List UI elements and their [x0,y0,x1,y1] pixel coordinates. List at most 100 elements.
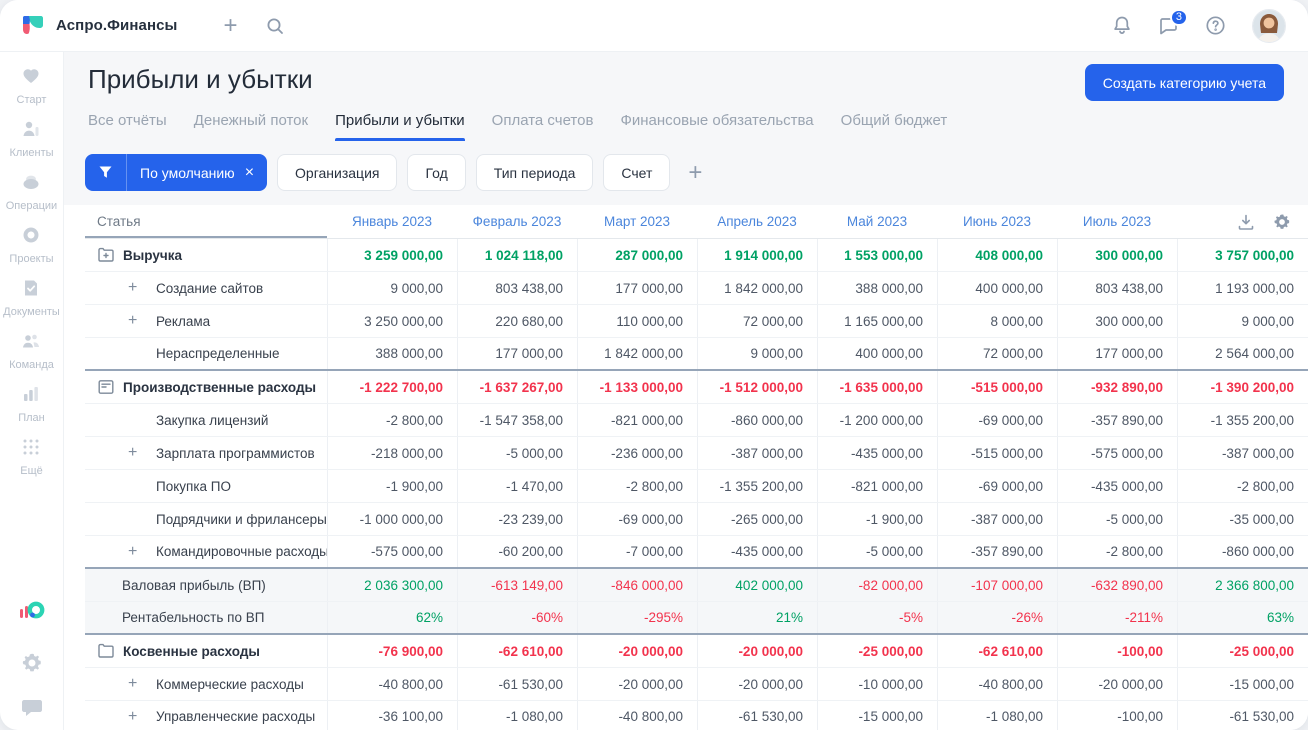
value-cell: -435 000,00 [697,536,817,567]
value-cell: 177 000,00 [1057,338,1177,369]
sidebar-item-3[interactable]: Операции [3,172,60,212]
topbar: Аспро.Финансы + 3 [0,0,1308,52]
table-header-actions [1177,205,1308,238]
month-column-header[interactable]: Июнь 2023 [962,214,1032,229]
table-row: Нераспределенные 388 000,00 177 000,00 1 84… [85,338,1308,371]
tab-6[interactable]: Общий бюджет [840,112,948,129]
value-cell: -387 000,00 [1177,437,1308,469]
month-column-header[interactable]: Февраль 2023 [472,214,562,229]
topbar-add-button[interactable]: + [223,11,238,39]
value-cell: -20 000,00 [697,668,817,700]
sidebar: Старт Клиенты Операции Проекты Документы Кома… [0,52,64,730]
expand-plus-icon[interactable]: + [128,707,138,725]
row-header-cell: + Управленческие расходы [85,701,327,730]
expand-plus-icon[interactable]: + [128,675,138,692]
filter-button-1[interactable]: Организация [277,154,398,191]
row-label: Командировочные расходы [156,544,327,559]
value-cell: -15 000,00 [1177,668,1308,700]
value-cell: -860 000,00 [1177,536,1308,567]
sidebar-item-label: Ещё [20,465,43,477]
row-label: Управленческие расходы [156,709,316,724]
value-cell: 72 000,00 [937,338,1057,369]
value-cell: 388 000,00 [817,272,937,304]
tab-5[interactable]: Финансовые обязательства [620,112,814,129]
sidebar-item-4[interactable]: Проекты [3,225,60,265]
value-cell: 9 000,00 [327,272,457,304]
month-column-header[interactable]: Апрель 2023 [717,214,797,229]
table-row: Производственные расходы -1 222 700,00 -1 … [85,371,1308,404]
value-cell: -25 000,00 [1177,635,1308,667]
tab-4[interactable]: Оплата счетов [491,112,594,129]
chat-icon[interactable]: 3 [1158,8,1188,36]
sidebar-item-2[interactable]: Клиенты [3,119,60,159]
value-cell: -60% [457,602,577,633]
download-icon[interactable] [1237,213,1255,231]
sidebar-item-6[interactable]: Команда [3,331,60,371]
value-cell: -2 800,00 [327,404,457,436]
gear-icon[interactable] [21,652,43,674]
value-cell: 9 000,00 [697,338,817,369]
value-cell: -20 000,00 [577,668,697,700]
search-icon[interactable] [265,16,285,36]
bell-icon[interactable] [1112,15,1132,36]
create-category-button[interactable]: Создать категорию учета [1084,64,1284,101]
expand-plus-icon[interactable]: + [128,542,138,560]
card-minus-icon[interactable] [97,378,115,396]
table-header-row: Статья Январь 2023 Февраль 2023 Март 2023 Ап… [85,205,1308,239]
value-cell: 177 000,00 [457,338,577,369]
help-icon[interactable] [1205,15,1226,36]
value-cell: 177 000,00 [577,272,697,304]
column-header-article: Статья [85,205,327,238]
value-cell: -387 000,00 [697,437,817,469]
folder-plus-icon[interactable] [97,246,115,264]
value-cell: -1 080,00 [457,701,577,730]
expand-plus-icon[interactable]: + [128,279,138,296]
value-cell: 388 000,00 [327,338,457,369]
filter-button-4[interactable]: Счет [603,154,671,191]
sidebar-item-1[interactable]: Старт [3,66,60,106]
value-cell: -613 149,00 [457,569,577,601]
value-cell: 2 366 800,00 [1177,569,1308,601]
value-cell: 1 842 000,00 [577,338,697,369]
tab-1[interactable]: Все отчёты [88,112,167,129]
value-cell: -236 000,00 [577,437,697,469]
filter-button-2[interactable]: Год [407,154,466,191]
row-label: Создание сайтов [156,280,264,296]
value-cell: -515 000,00 [937,437,1057,469]
expand-plus-icon[interactable]: + [128,312,138,329]
row-label: Производственные расходы [123,379,317,395]
value-cell: -76 900,00 [327,635,457,667]
expand-plus-icon[interactable]: + [128,444,138,461]
value-cell: -932 890,00 [1057,371,1177,403]
folder-icon[interactable] [97,642,115,660]
tab-2[interactable]: Денежный поток [193,112,309,129]
sidebar-item-8[interactable]: Ещё [3,437,60,477]
sidebar-item-5[interactable]: Документы [3,278,60,318]
add-filter-button[interactable]: + [688,158,703,186]
settings-icon[interactable] [1273,213,1291,231]
funnel-icon[interactable] [85,154,127,191]
avatar[interactable] [1252,8,1286,43]
finance-logo[interactable] [17,598,47,628]
value-cell: -357 890,00 [937,536,1057,567]
page-title: Прибыли и убытки [88,64,313,94]
remove-filter-icon[interactable]: × [244,163,255,181]
sidebar-item-7[interactable]: План [3,384,60,424]
month-column-header[interactable]: Январь 2023 [351,214,433,229]
value-cell: 400 000,00 [937,272,1057,304]
value-cell: 803 438,00 [457,272,577,304]
value-cell: 1 914 000,00 [697,239,817,271]
page-head: Прибыли и убытки Создать категорию учета… [64,52,1308,141]
month-column-header[interactable]: Март 2023 [603,214,671,229]
tab-3[interactable]: Прибыли и убытки [335,112,465,141]
filter-button-3[interactable]: Тип периода [475,154,594,191]
value-cell: 1 024 118,00 [457,239,577,271]
feedback-icon[interactable] [21,698,43,718]
value-cell: -265 000,00 [697,503,817,535]
value-cell: -40 800,00 [937,668,1057,700]
value-cell: 1 553 000,00 [817,239,937,271]
brand[interactable]: Аспро.Финансы [20,13,177,39]
month-column-header[interactable]: Май 2023 [846,214,908,229]
default-filter-pill[interactable]: По умолчанию × [85,154,268,191]
month-column-header[interactable]: Июль 2023 [1082,214,1152,229]
